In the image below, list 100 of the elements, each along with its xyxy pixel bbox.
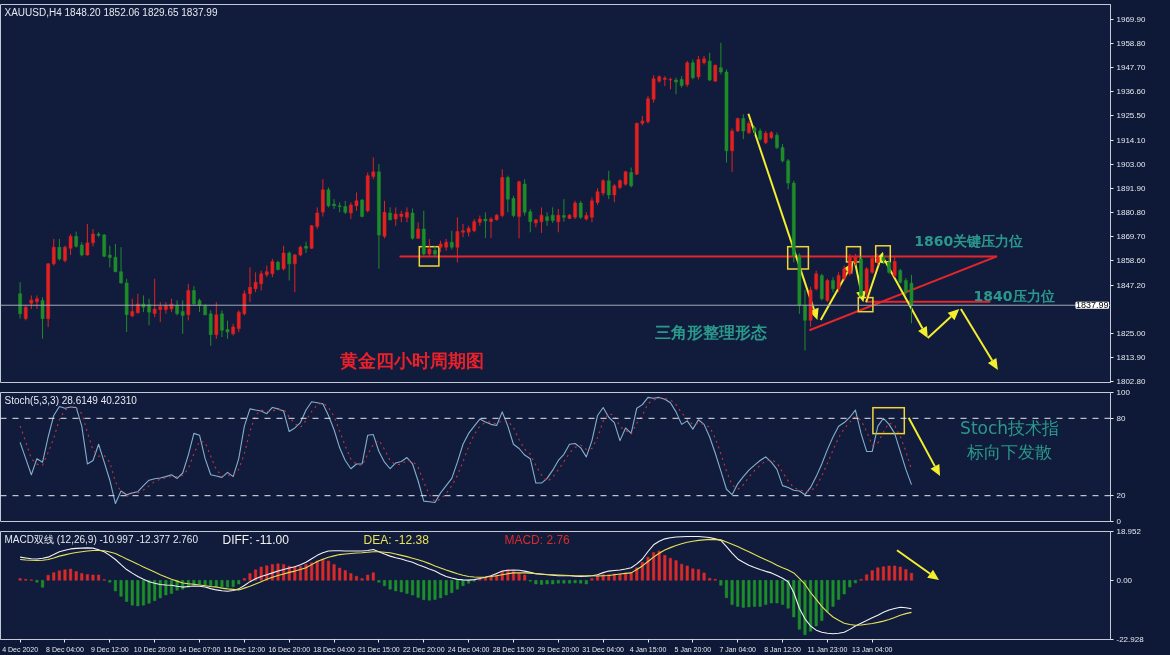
bar [909, 572, 913, 581]
bar [719, 580, 723, 586]
bar [113, 580, 117, 592]
bar [298, 565, 302, 581]
bar [433, 580, 437, 600]
y-tick-label: 18.952 [1116, 527, 1142, 536]
bar [304, 564, 308, 581]
candlestick [629, 167, 633, 188]
annotation: 1860关键压力位 [914, 232, 1024, 249]
bar [747, 580, 751, 608]
candlestick [483, 211, 488, 239]
y-tick-label: 1802.80 [1116, 376, 1146, 386]
bar [724, 580, 728, 598]
bar [775, 580, 779, 604]
bar [231, 580, 235, 588]
y-tick-label: 1825.00 [1116, 328, 1146, 338]
ref-line-label: 1837.99 [1075, 300, 1109, 311]
y-tick-label: 100 [1116, 388, 1131, 397]
bar [831, 580, 835, 607]
bar [730, 580, 734, 605]
bar [444, 580, 448, 596]
candlestick [741, 113, 746, 140]
series-label: DIFF: -11.00 [222, 532, 290, 547]
candlestick [562, 198, 566, 223]
bar [388, 580, 392, 590]
bar [758, 580, 762, 607]
bar [74, 571, 78, 581]
y-tick-label: 0.00 [1116, 575, 1133, 585]
bar [753, 580, 757, 607]
candlestick [433, 245, 437, 258]
bar [853, 580, 857, 584]
bar [848, 580, 852, 588]
y-tick-label: 1903.00 [1116, 159, 1146, 169]
y-tick-label: 1925.50 [1116, 111, 1146, 121]
bar [136, 580, 140, 607]
bar [69, 568, 73, 581]
bar [904, 569, 908, 581]
candlestick [820, 273, 824, 301]
bar [383, 580, 387, 587]
y-tick-label: 1880.80 [1116, 208, 1146, 218]
bar [41, 580, 45, 588]
candlestick [803, 289, 807, 351]
y-tick-label: 1947.70 [1116, 63, 1146, 73]
y-tick-label: 1858.60 [1116, 256, 1146, 266]
series-label: MACD: 2.76 [504, 532, 571, 547]
bar [663, 555, 667, 581]
bar [573, 580, 577, 584]
bar [147, 580, 151, 604]
bar [814, 580, 818, 627]
candlestick [892, 255, 897, 278]
bar [489, 576, 493, 581]
bar [539, 580, 543, 585]
candlestick [51, 238, 56, 267]
y-tick-label: 1891.90 [1116, 184, 1146, 194]
bar [321, 558, 325, 581]
candlestick [691, 58, 695, 80]
bar [702, 572, 706, 581]
annotation: 1840压力位 [973, 287, 1055, 304]
candlestick [606, 170, 611, 200]
y-tick-label: 1914.10 [1116, 135, 1146, 145]
chart-title: MACD双线 (12,26,9) -10.997 -12.377 2.760 [4, 533, 199, 545]
bar [483, 577, 487, 581]
candlestick [450, 230, 454, 251]
bar [803, 580, 807, 636]
bar [562, 580, 566, 584]
y-tick-label: 1958.80 [1116, 39, 1146, 49]
candlestick [130, 298, 135, 318]
bar [887, 565, 891, 581]
candlestick [388, 206, 392, 222]
bar [786, 580, 790, 609]
candlestick [208, 309, 213, 347]
bar [534, 580, 538, 585]
bar [876, 567, 880, 581]
bar [646, 556, 650, 581]
bar [169, 580, 173, 594]
bar [198, 580, 202, 585]
bar [545, 580, 549, 585]
y-tick-label: 1847.20 [1116, 280, 1146, 290]
bar [809, 580, 813, 632]
bar [354, 576, 358, 581]
y-tick-label: 20 [1116, 491, 1126, 501]
bar [141, 580, 145, 606]
bar [326, 560, 330, 581]
bar [405, 580, 409, 594]
bar [259, 566, 263, 581]
y-tick-label: 1813.90 [1116, 352, 1146, 362]
chart-title: Stoch(5,3,3) 28.6149 40.2310 [4, 394, 138, 406]
bar [696, 569, 700, 581]
bar [226, 580, 230, 588]
bar [203, 580, 207, 586]
candlestick [304, 241, 308, 254]
candlestick [685, 60, 690, 88]
bar [46, 574, 50, 581]
candlestick [180, 299, 185, 335]
candlestick [281, 245, 286, 272]
bar [674, 560, 678, 581]
bar [881, 566, 885, 581]
y-tick-label: 0 [1116, 517, 1122, 526]
bar [91, 574, 95, 581]
bar [568, 580, 572, 584]
